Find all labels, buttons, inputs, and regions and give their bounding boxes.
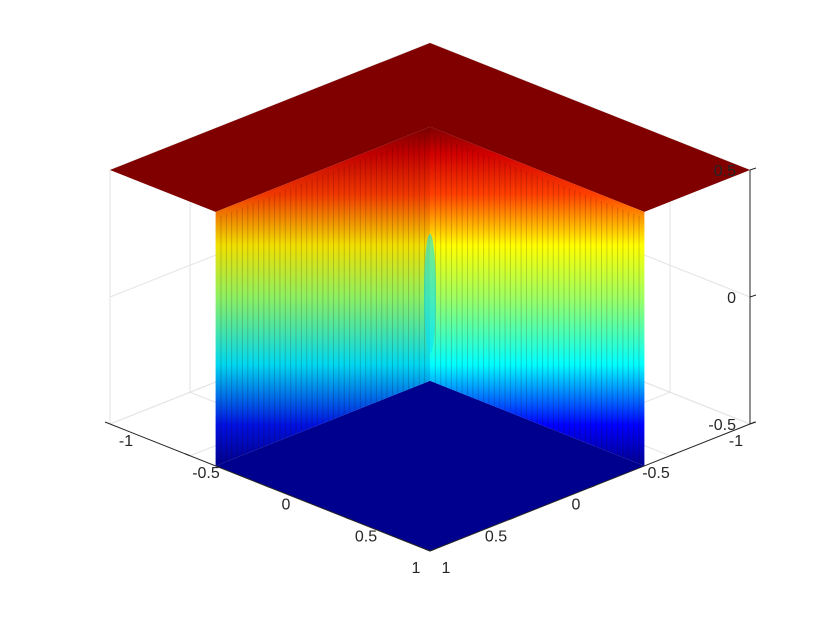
transition-wall-right	[215, 126, 430, 466]
y-tick-label: -1	[119, 433, 133, 450]
x-tick-mark	[669, 453, 676, 457]
y-tick-mark	[424, 548, 431, 552]
low-floor	[215, 380, 645, 551]
x-tick-mark	[749, 421, 756, 425]
transition-wall-left	[430, 126, 645, 466]
y-tick-mark	[184, 453, 191, 457]
axes-box	[104, 167, 757, 552]
corner-dip	[424, 233, 436, 354]
high-plateau	[110, 43, 750, 212]
y-tick-label: 0	[282, 497, 291, 514]
z-tick-label: -0.5	[708, 417, 736, 434]
y-tick-mark	[264, 485, 271, 488]
x-tick-label: -0.5	[642, 465, 670, 482]
x-tick-label: 0	[572, 497, 581, 514]
tick-labels: -0.500.5-1-0.500.51-1-0.500.51	[119, 163, 743, 577]
surface-mesh	[110, 43, 750, 551]
y-tick-label: 1	[442, 560, 451, 577]
z-tick-mark	[749, 167, 757, 171]
x-tick-label: 1	[412, 560, 421, 577]
y-tick-mark	[344, 516, 351, 520]
x-tick-label: 0.5	[485, 528, 507, 545]
z-tick-mark	[749, 294, 757, 298]
y-tick-label: 0.5	[355, 528, 377, 545]
z-tick-label: 0	[727, 290, 736, 307]
x-tick-label: -1	[729, 433, 743, 450]
y-tick-label: -0.5	[192, 465, 220, 482]
z-tick-label: 0.5	[714, 163, 736, 180]
y-tick-mark	[104, 421, 111, 425]
x-tick-mark	[429, 548, 436, 552]
x-tick-mark	[509, 516, 516, 520]
x-tick-mark	[589, 485, 596, 488]
